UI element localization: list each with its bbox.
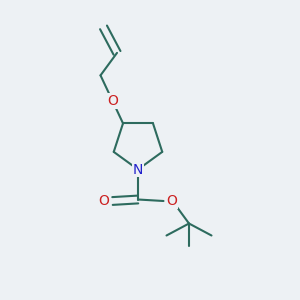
Text: O: O <box>107 94 118 108</box>
Text: O: O <box>167 194 177 208</box>
Text: O: O <box>99 194 110 208</box>
Text: N: N <box>133 163 143 176</box>
